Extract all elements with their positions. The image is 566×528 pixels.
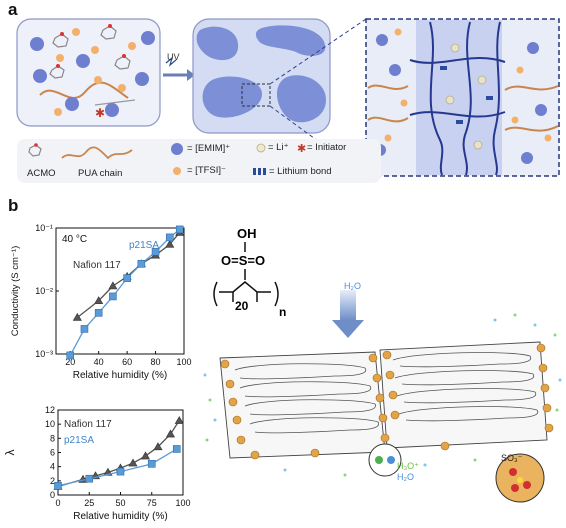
panel-b-letter: b	[8, 196, 19, 215]
tfsi-ions	[54, 28, 136, 116]
struct-oh: OH	[237, 226, 257, 241]
legend-tfsi: = [TFSI]⁻	[187, 165, 227, 176]
data-point-p21sa	[85, 474, 94, 483]
y-axis-label: λ	[3, 450, 17, 456]
series-line-p21sa	[69, 228, 181, 356]
polymer-domains	[196, 25, 326, 123]
precursor-box	[16, 18, 161, 127]
legend-p21sa: p21SA	[64, 435, 94, 446]
sulfonate-spheres	[220, 343, 554, 460]
legend-li: = Li⁺	[268, 142, 289, 153]
x-tick-label: 100	[176, 357, 191, 367]
y-tick-label: 10⁻³	[35, 349, 53, 359]
h2o-label: H₂O	[397, 472, 414, 482]
legend-nafion: Nafion 117	[64, 419, 112, 430]
y-tick-label: 0	[50, 490, 55, 500]
struct-so2: O=S=O	[221, 253, 265, 268]
data-point-nafion	[174, 416, 184, 424]
x-tick-label: 60	[122, 357, 132, 367]
y-tick-label: 12	[45, 405, 55, 415]
pua-chain-a	[39, 81, 129, 99]
water-molecules	[203, 313, 562, 477]
tfsi-legend-glyph	[173, 167, 181, 175]
water-arrow	[340, 290, 356, 320]
series-line-p21sa	[57, 448, 178, 487]
p21sa-structure: OH O=S=O 20 n	[213, 226, 286, 319]
legend-lithium-bond: = Lithium bond	[269, 166, 332, 177]
data-point-p21sa	[123, 274, 131, 282]
legend-acmo: ACMO	[27, 168, 56, 179]
panel-a-schematic: ✱	[16, 18, 560, 183]
x-tick-label: 20	[65, 357, 75, 367]
plot-frame	[55, 227, 185, 355]
data-point-p21sa	[54, 481, 62, 490]
oxygen-atoms	[56, 24, 126, 68]
data-point-p21sa	[175, 225, 184, 234]
y-tick-label: 10⁻²	[35, 286, 53, 296]
data-point-p21sa	[109, 292, 117, 301]
data-point-p21sa	[116, 467, 125, 476]
data-point-nafion	[140, 451, 151, 460]
y-tick-label: 4	[50, 462, 55, 472]
x-tick-label: 75	[147, 498, 157, 508]
data-point-p21sa	[147, 460, 156, 468]
panel-a-letter: a	[8, 0, 18, 19]
legend-p21sa: p21SA	[129, 240, 159, 251]
initiator-star: ✱	[95, 106, 105, 120]
y-axis-label: Conductivity (S cm⁻¹)	[10, 246, 21, 337]
emim-legend-glyph	[171, 143, 183, 155]
data-point-nafion	[108, 281, 118, 290]
legend-pua: PUA chain	[78, 168, 123, 179]
so3-label: SO₃⁻	[501, 453, 523, 463]
y-tick-label: 8	[50, 433, 55, 443]
li-legend-glyph	[256, 143, 266, 153]
data-point-nafion	[165, 429, 176, 438]
water-arrow-label: H₂O	[344, 281, 361, 291]
data-point-p21sa	[151, 247, 160, 256]
legend-box	[17, 139, 381, 183]
x-axis-label: Relative humidity (%)	[73, 370, 167, 381]
ion-zoom-circle	[368, 443, 402, 477]
data-point-nafion	[153, 442, 163, 451]
data-point-p21sa	[66, 351, 75, 360]
x-tick-label: 25	[84, 498, 94, 508]
legend-initiator: = Initiator	[307, 142, 347, 153]
lithium-bond-legend-glyph	[253, 168, 266, 175]
data-point-nafion	[128, 458, 138, 467]
series-line-nafion	[57, 420, 180, 488]
y-tick-label: 10	[45, 419, 55, 429]
data-point-p21sa	[80, 325, 89, 333]
x-tick-label: 40	[94, 357, 104, 367]
uv-label: UV	[167, 52, 180, 62]
legend-emim: = [EMIM]⁺	[187, 143, 231, 154]
x-axis-label: Relative humidity (%)	[73, 511, 167, 522]
pua-legend-glyph	[61, 146, 133, 160]
data-point-p21sa	[94, 309, 103, 317]
initiator-legend-glyph: ✱	[297, 143, 306, 155]
data-point-p21sa	[165, 233, 174, 242]
x-tick-label: 50	[115, 498, 125, 508]
data-point-nafion	[94, 296, 104, 305]
data-point-p21sa	[172, 445, 181, 453]
polymer-network	[409, 21, 506, 176]
data-point-nafion	[165, 239, 175, 248]
lambda-chart: 0 25 50 75 100 0 2 4 6 8 10 12 Relative humidity (%)…	[3, 405, 191, 522]
y-tick-label: 2	[50, 476, 55, 486]
y-tick-label: 10⁻¹	[35, 223, 53, 233]
x-tick-label: 100	[175, 498, 190, 508]
emim-ions	[30, 31, 155, 117]
h3o-label: H₃O⁺	[397, 461, 419, 471]
struct-n: n	[279, 305, 286, 319]
x-tick-label: 0	[55, 498, 60, 508]
conductivity-chart: 20 40 60 80 100 10⁻³ 10⁻² 10⁻¹ Relative humidity…	[10, 223, 192, 381]
data-point-nafion	[72, 312, 82, 321]
struct-repeat: 20	[235, 299, 249, 313]
lamellar-membrane	[203, 290, 562, 503]
x-tick-label: 80	[151, 357, 161, 367]
legend-nafion: Nafion 117	[73, 260, 121, 271]
temp-annotation: 40 °C	[62, 234, 87, 245]
data-point-p21sa	[137, 260, 146, 268]
y-tick-label: 6	[50, 448, 55, 458]
